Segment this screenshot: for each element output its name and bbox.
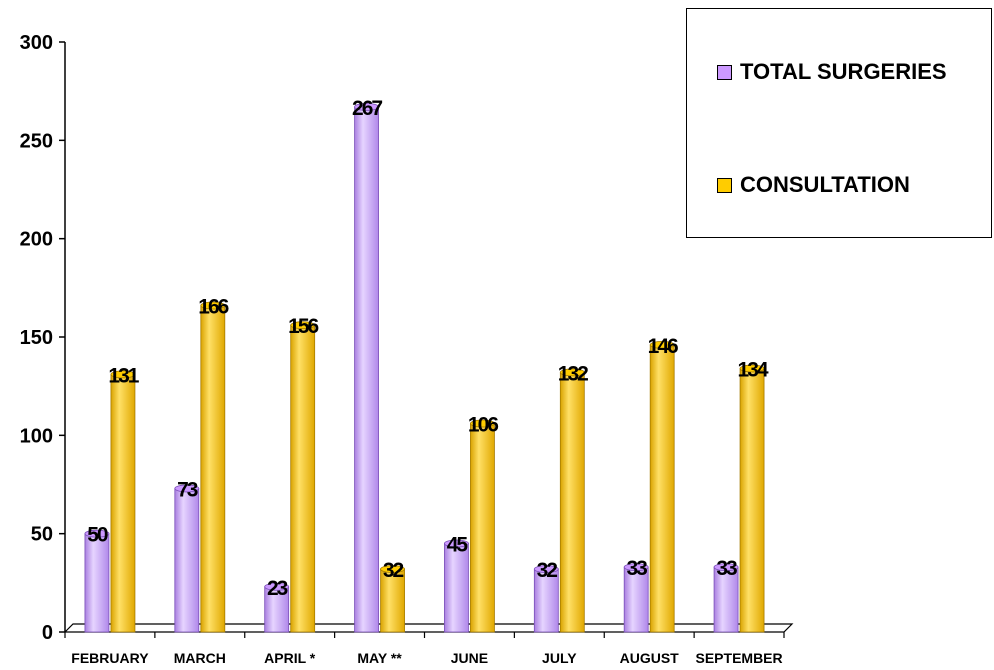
bar-body (290, 324, 316, 633)
bar (354, 103, 379, 633)
data-label: 166 (198, 296, 228, 319)
x-tick-label: SEPTEMBER (696, 650, 783, 666)
bar-body (739, 368, 765, 633)
chart-axes: 0 50 100 150 200 250 300 (20, 32, 794, 644)
bar (559, 368, 585, 633)
legend-item-consultation: CONSULTATION (717, 172, 910, 198)
data-label: 32 (537, 559, 558, 582)
y-tick-label: 150 (20, 327, 53, 349)
x-tick-label: APRIL * (264, 650, 316, 666)
data-label: 45 (447, 534, 469, 557)
bar-body (470, 423, 495, 633)
bar (649, 340, 675, 633)
bar (623, 563, 649, 633)
chart-legend: TOTAL SURGERIES CONSULTATION (686, 8, 992, 238)
y-tick-label: 100 (20, 425, 53, 447)
bar-body (713, 566, 739, 633)
legend-item-total-surgeries: TOTAL SURGERIES (717, 59, 947, 85)
data-label: 146 (648, 335, 678, 358)
bar (533, 565, 559, 633)
bar-body (444, 543, 469, 633)
bar (444, 539, 469, 633)
bar-cap (444, 539, 469, 548)
bar-cap (84, 529, 110, 538)
bar (713, 563, 739, 633)
bar-cap (264, 582, 290, 591)
data-label: 32 (383, 559, 404, 582)
y-tick-label: 50 (31, 524, 53, 546)
y-tick-label: 0 (42, 622, 53, 644)
x-tick-label: AUGUST (620, 650, 680, 666)
bar-cap (290, 321, 316, 330)
bar (110, 370, 136, 633)
x-tick-label: MAY ** (357, 650, 402, 666)
data-label: 23 (267, 577, 288, 600)
bar (200, 301, 226, 633)
data-label: 106 (468, 414, 498, 437)
data-label: 73 (177, 478, 198, 501)
bar (739, 364, 765, 633)
data-label: 134 (738, 358, 769, 381)
data-label: 267 (352, 97, 382, 120)
bar (174, 484, 200, 633)
bar-body (174, 488, 200, 633)
bar-body (649, 344, 675, 633)
bar (470, 419, 495, 633)
bar-body (559, 371, 585, 633)
bar-body (623, 566, 649, 633)
data-label: 33 (716, 557, 737, 580)
bar (290, 321, 316, 633)
x-tick-label: JULY (542, 650, 577, 666)
bar-cap (174, 484, 200, 493)
bar-body (533, 568, 559, 633)
bar-cap (713, 563, 739, 571)
bar-cap (380, 565, 405, 573)
legend-label-total-surgeries: TOTAL SURGERIES (740, 59, 947, 84)
x-axis-floor (64, 623, 794, 633)
y-tick-label: 300 (20, 32, 53, 54)
x-tick-label: FEBRUARY (71, 650, 149, 666)
bar-cap (200, 301, 226, 310)
data-label: 50 (87, 524, 108, 547)
legend-label-consultation: CONSULTATION (740, 172, 910, 197)
chart-bars (84, 103, 765, 633)
data-label: 132 (558, 362, 588, 385)
bar-cap (559, 368, 585, 377)
bar-cap (739, 364, 765, 373)
x-tick-label: JUNE (451, 650, 488, 666)
x-tick-label: MARCH (174, 650, 226, 666)
bar (380, 565, 405, 633)
legend-swatch-consultation (717, 177, 732, 193)
y-tick-label: 200 (20, 229, 53, 251)
legend-swatch-total-surgeries (717, 64, 732, 80)
bar-body (84, 533, 110, 633)
bar-cap (354, 103, 379, 111)
data-label: 156 (288, 315, 318, 338)
bar-cap (470, 419, 495, 428)
bar-cap (623, 563, 649, 571)
bar-body (354, 106, 379, 633)
bar-body (200, 305, 226, 633)
data-label: 131 (108, 364, 139, 387)
bar-cap (533, 565, 559, 573)
bar (264, 582, 290, 633)
chart-labels: FEBRUARY MARCH APRIL * MAY ** JUNE JULY AUGUST… (71, 97, 782, 666)
data-label: 33 (627, 557, 648, 580)
bar-cap (649, 340, 675, 349)
bar (84, 529, 110, 633)
y-tick-label: 250 (20, 130, 53, 152)
bar-body (264, 586, 290, 633)
bar-cap (110, 370, 136, 379)
bar-body (110, 373, 136, 633)
